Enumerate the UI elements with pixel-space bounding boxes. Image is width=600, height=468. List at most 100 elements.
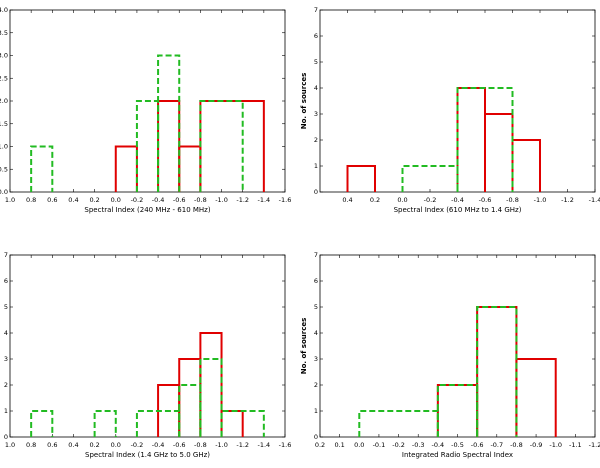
y-tick-label: 3 [314,110,318,118]
x-tick-label: 0.1 [334,441,344,449]
y-axis-label: No. of sources [300,73,308,130]
x-tick-label: -1.4 [258,196,271,204]
y-tick-label: 5 [314,58,318,66]
y-tick-label: 5 [4,303,8,311]
y-tick-label: 6 [4,277,8,285]
x-tick-label: -0.2 [392,441,405,449]
solid-histogram-bar [199,100,265,192]
solid-histogram-bar [456,87,486,192]
x-tick-label: -1.2 [589,441,600,449]
x-tick-label: 0.0 [397,196,407,204]
y-tick-label: 2 [314,381,318,389]
y-tick-label: 2.0 [0,97,8,105]
dashed-histogram-bar [358,410,439,437]
y-tick-label: 3.0 [0,52,8,60]
x-tick-label: -1.4 [589,196,600,204]
y-tick-label: 1.0 [0,143,8,151]
solid-histogram-bar [511,139,541,192]
y-tick-label: 3 [4,355,8,363]
plot-frame [319,254,596,438]
y-tick-label: 2 [4,381,8,389]
solid-histogram-bar [436,384,479,437]
x-tick-label: -0.6 [173,196,186,204]
x-axis-label: Integrated Radio Spectral Index [402,451,513,459]
x-tick-label: -0.1 [373,441,386,449]
dashed-histogram-bar [157,54,181,192]
x-tick-label: -0.3 [412,441,425,449]
x-axis-label: Spectral Index (610 MHz to 1.4 GHz) [394,206,522,214]
y-tick-label: 7 [314,251,318,259]
x-tick-label: 0.2 [89,441,99,449]
x-tick-label: -1.2 [561,196,574,204]
y-tick-label: 0 [314,188,318,196]
y-tick-label: 0.5 [0,165,8,173]
y-tick-label: 0 [314,433,318,441]
solid-histogram-bar [484,113,514,192]
x-tick-label: -0.4 [152,441,165,449]
solid-histogram-bar [178,358,202,437]
x-tick-label: -0.9 [530,441,543,449]
solid-histogram-bar [157,100,181,192]
dashed-histogram-bar [220,410,265,437]
y-tick-label: 3 [314,355,318,363]
x-tick-label: -1.0 [215,441,228,449]
x-tick-label: 0.4 [68,441,78,449]
x-tick-label: -1.0 [215,196,228,204]
x-tick-label: -0.5 [451,441,464,449]
x-tick-label: -1.0 [534,196,547,204]
solid-histogram-bar [199,332,223,437]
x-tick-label: 1.0 [5,441,15,449]
dashed-histogram-bar [199,358,223,437]
x-tick-label: -0.4 [432,441,445,449]
x-tick-label: 0.6 [47,441,57,449]
solid-histogram-bar [220,410,244,437]
x-tick-label: -0.8 [506,196,519,204]
chart-panel-1: 0.0 0.5 1.0 1.5 2.0 2.5 3.0 3.5 4.0 1.0 0.8 0.6 0.4 0… [0,6,291,214]
dashed-histogram-bar [199,100,244,192]
dashed-histogram-bar [178,384,202,437]
y-tick-label: 0 [4,433,8,441]
plot-frame [9,254,286,438]
x-tick-label: -0.2 [424,196,437,204]
x-tick-label: -0.4 [451,196,464,204]
x-tick-label: -0.2 [131,441,144,449]
y-tick-label: 1.5 [0,120,8,128]
y-tick-label: 5 [314,303,318,311]
x-tick-label: -1.6 [279,196,292,204]
solid-histogram-bar [346,165,376,192]
y-tick-label: 1 [4,407,8,415]
x-tick-label: -1.1 [569,441,582,449]
x-tick-label: -0.8 [194,196,207,204]
x-tick-label: -0.6 [479,196,492,204]
x-tick-label: 0.6 [47,196,57,204]
x-tick-label: 0.2 [370,196,380,204]
x-tick-label: -0.6 [471,441,484,449]
x-tick-label: -1.6 [279,441,292,449]
x-tick-label: -0.4 [152,196,165,204]
x-axis-label: Spectral Index (240 MHz - 610 MHz) [84,206,210,214]
solid-histogram-bar [515,358,557,437]
dashed-histogram-bar [436,384,479,437]
dashed-histogram-bar [135,100,160,192]
x-tick-label: 0.4 [342,196,352,204]
x-tick-label: 0.0 [111,196,121,204]
x-tick-label: -1.2 [236,196,249,204]
dashed-histogram-bar [401,165,459,192]
solid-histogram-bar [476,306,518,437]
chart-panel-4: 0 1 2 3 4 5 6 7 0.2 0.1 0.0 -0.1 -0.2 -0.3 -0.4 -0.5 -0.… [300,251,600,459]
y-tick-label: 1 [314,407,318,415]
x-tick-label: 0.0 [111,441,121,449]
solid-histogram-bar [114,145,138,192]
dashed-histogram-bar [456,87,514,192]
x-tick-label: -0.2 [131,196,144,204]
x-tick-label: 1.0 [5,196,15,204]
dashed-histogram-bar [30,410,54,437]
y-tick-label: 6 [314,32,318,40]
x-axis-label: Spectral Index (1.4 GHz to 5.0 GHz) [85,451,210,459]
y-tick-label: 4.0 [0,6,8,14]
x-tick-label: -1.2 [236,441,249,449]
y-tick-label: 4 [314,329,318,337]
x-tick-label: -1.4 [258,441,271,449]
x-tick-label: -1.0 [549,441,562,449]
solid-histogram-bar [178,145,202,192]
